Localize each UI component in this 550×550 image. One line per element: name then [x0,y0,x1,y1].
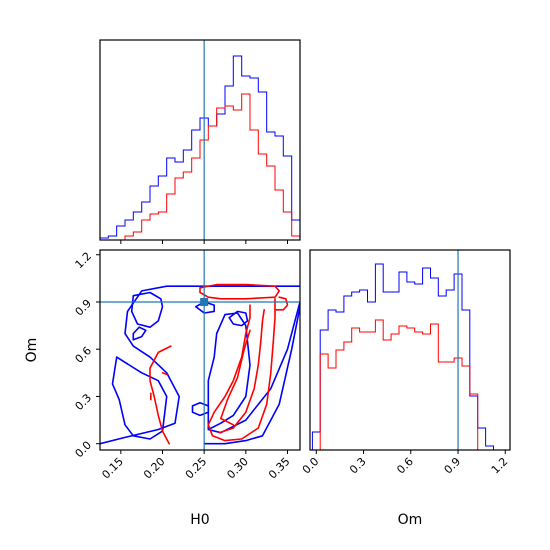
contour-red [274,296,289,311]
contour-blue [130,291,164,328]
joint-xticks: 0.15 0.20 0.25 0.30 0.35 [99,450,293,482]
joint-ytick-label: 1.2 [73,250,95,272]
h0-histogram-xticks [120,240,288,244]
contour-red [207,304,251,442]
h0-histogram-panel [99,39,301,244]
contour-blue [203,305,300,445]
contour-red [218,309,265,434]
contour-red [149,345,172,445]
joint-ytick-label: 0.3 [73,391,95,413]
joint-xtick-label: 0.30 [224,455,251,482]
contour-blue [191,402,210,417]
contour-blue [100,285,300,445]
contour-blue [111,356,168,440]
x-axis-label-om: Om [398,512,423,528]
om-histogram-series [311,263,494,450]
om-hist-xtick-label: 0.9 [442,455,464,477]
om-hist-xtick-label: 0.3 [347,455,369,477]
om-histogram-red [319,319,479,450]
om-hist-xtick-label: 0.6 [394,455,416,477]
contour-blue [132,326,147,341]
joint-ytick-label: 0.0 [73,439,95,461]
h0-histogram-frame [99,39,301,241]
joint-xtick-label: 0.15 [99,455,126,482]
joint-panel-frame [99,249,301,451]
joint-xtick-label: 0.25 [183,455,210,482]
y-axis-label-om: Om [24,338,40,363]
om-histogram-frame [309,249,511,451]
om-hist-xtick-label: 0.0 [300,455,322,477]
om-histogram-blue [311,263,494,450]
contour-blue [207,312,251,431]
contour-red [220,329,251,426]
joint-xtick-label: 0.20 [141,455,168,482]
om-histogram-xticks: 0.0 0.3 0.6 0.9 1.2 [300,450,511,477]
om-histogram-panel: 0.0 0.3 0.6 0.9 1.2 Om [300,249,511,528]
contour-red [161,372,168,376]
om-hist-xtick-label: 1.2 [489,455,511,477]
joint-ytick-label: 0.6 [73,344,95,366]
joint-yticks: 0.0 0.3 0.6 0.9 1.2 [73,250,100,461]
truth-marker [200,297,209,306]
h0-histogram-series [99,55,301,240]
h0-histogram-red [124,93,301,240]
joint-xtick-label: 0.35 [266,455,293,482]
contour-red [199,283,280,300]
joint-contour-series [100,283,300,445]
h0-histogram-blue [99,55,301,240]
x-axis-label-h0: H0 [190,512,209,528]
contour-blue [228,310,249,327]
joint-ytick-label: 0.9 [73,297,95,319]
joint-contour-panel: 0.15 0.20 0.25 0.30 0.35 0.00.30.60.91.2 H0 … [24,249,301,528]
contour-red [224,298,276,442]
